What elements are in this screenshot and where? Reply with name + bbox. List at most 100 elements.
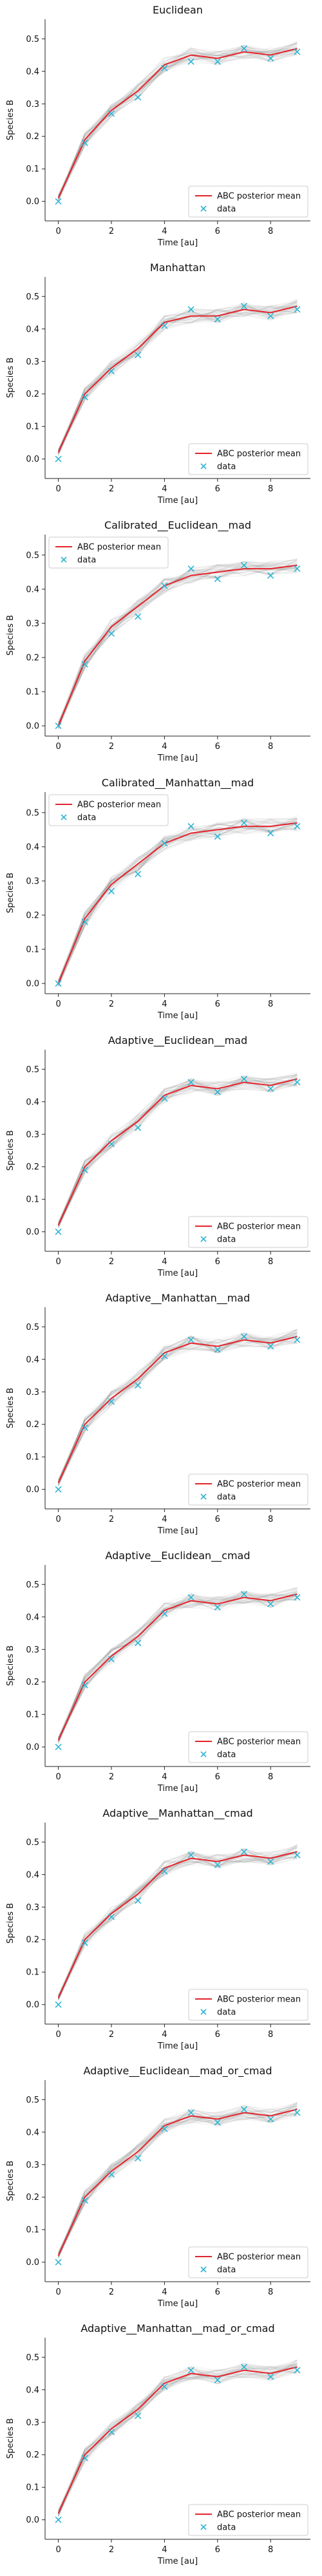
y-axis-label: Species B (6, 2418, 15, 2459)
y-tick-label: 0.4 (26, 585, 39, 594)
posterior-sample-line (57, 307, 298, 454)
chart-svg: Adaptive__Euclidean__cmad 0 2 4 6 8 0.0 0.1 0.2 0… (6, 1549, 310, 1794)
legend-label: ABC posterior mean (217, 1738, 301, 1747)
data-point (294, 1079, 301, 1086)
x-tick-label: 4 (162, 742, 167, 752)
posterior-sample-line (57, 52, 298, 196)
legend-label: data (217, 2266, 236, 2275)
x-tick-label: 2 (109, 2287, 114, 2297)
data-point (161, 322, 168, 329)
chart-title: Manhattan (150, 261, 205, 274)
data-point (135, 2155, 142, 2162)
y-axis-label: Species B (6, 615, 15, 656)
data-point (187, 58, 194, 65)
posterior-sample-line (57, 1592, 298, 1740)
posterior-sample-line (57, 2365, 298, 2512)
legend: ABC posterior mean data (188, 185, 308, 218)
posterior-sample-line (57, 1077, 298, 1223)
chart-panel: Calibrated__Manhattan__mad 0 2 4 6 8 0.0 0.1 0.2… (0, 773, 322, 1030)
data-point (240, 819, 248, 826)
posterior-sample-line (57, 2109, 298, 2259)
data-point (108, 1656, 115, 1663)
y-tick-label: 0.1 (26, 1453, 39, 1463)
posterior-sample-line (57, 558, 298, 723)
posterior-sample-line (57, 822, 298, 987)
posterior-sample-line (57, 818, 298, 986)
data-point (55, 980, 62, 987)
posterior-sample-line (57, 1587, 298, 1742)
posterior-sample-line (57, 564, 298, 727)
posterior-sample-line (57, 48, 298, 196)
data-point (240, 1333, 248, 1340)
posterior-sample-line (57, 564, 298, 724)
posterior-samples (57, 815, 298, 987)
posterior-sample-line (57, 1587, 298, 1744)
posterior-sample-line (57, 2367, 298, 2516)
posterior-sample-line (57, 43, 298, 197)
posterior-sample-line (57, 1593, 298, 1738)
y-tick-label: 0.0 (26, 1227, 39, 1237)
chart-title: Euclidean (153, 4, 203, 16)
posterior-samples (57, 2101, 298, 2259)
x-axis-label: Time [au] (157, 1784, 198, 1794)
x-axis-label: Time [au] (157, 2557, 198, 2566)
data-point (240, 2106, 248, 2113)
data-point (214, 316, 221, 323)
posterior-sample-line (57, 822, 298, 985)
posterior-sample-line (57, 1077, 298, 1226)
posterior-sample-line (57, 1333, 298, 1484)
data-point (81, 1939, 88, 1946)
data-point (214, 2376, 221, 2383)
posterior-sample-line (57, 1333, 298, 1482)
x-tick-label: 8 (268, 1515, 273, 1524)
posterior-sample-line (57, 562, 298, 728)
posterior-sample-line (57, 1072, 298, 1226)
posterior-sample-line (57, 51, 298, 198)
x-tick-label: 6 (215, 484, 220, 494)
posterior-sample-line (57, 563, 298, 730)
data-point (267, 1600, 274, 1607)
posterior-sample-line (57, 50, 298, 197)
x-tick-label: 4 (162, 1515, 167, 1524)
chart-panel: Adaptive__Euclidean__mad_or_cmad 0 2 4 6 8 0.0… (0, 2061, 322, 2318)
x-tick-label: 6 (215, 1257, 220, 1267)
posterior-sample-line (57, 2101, 298, 2253)
y-tick-label: 0.1 (26, 1968, 39, 1978)
posterior-sample-line (57, 561, 298, 728)
x-tick-label: 4 (162, 2030, 167, 2040)
posterior-sample-line (57, 2108, 298, 2254)
data-point (294, 1852, 301, 1859)
posterior-sample-line (57, 1075, 298, 1223)
data-point (135, 352, 142, 359)
y-tick-label: 0.5 (26, 808, 39, 818)
posterior-sample-line (57, 1076, 298, 1224)
y-tick-label: 0.5 (26, 1323, 39, 1332)
y-tick-label: 0.2 (26, 390, 39, 399)
posterior-sample-line (57, 302, 298, 453)
x-tick-label: 0 (55, 999, 61, 1009)
posterior-sample-line (57, 44, 298, 198)
chart-svg: Manhattan 0 2 4 6 8 0.0 0.1 0.2 0.3 0.4 0.5 Time [au… (6, 261, 310, 506)
x-tick-label: 2 (109, 1257, 114, 1267)
posterior-sample-line (57, 51, 298, 198)
posterior-sample-line (57, 2367, 298, 2515)
posterior-mean-line (57, 1078, 298, 1226)
chart-svg: Euclidean 0 2 4 6 8 0.0 0.1 0.2 0.3 0.4 0.5 Time [au… (6, 4, 310, 248)
y-axis-label: Species B (6, 873, 15, 913)
legend-marker-swatch (61, 814, 67, 820)
posterior-sample-line (57, 2104, 298, 2257)
y-axis-label: Species B (6, 100, 15, 140)
y-tick-label: 0.1 (26, 165, 39, 175)
posterior-sample-line (57, 1588, 298, 1739)
posterior-sample-line (57, 2359, 298, 2513)
posterior-sample-line (57, 1074, 298, 1228)
y-tick-label: 0.1 (26, 2483, 39, 2493)
posterior-sample-line (57, 48, 298, 198)
posterior-sample-line (57, 1593, 298, 1741)
x-axis-label: Time [au] (157, 2041, 198, 2051)
posterior-sample-line (57, 1850, 298, 2000)
y-axis-label: Species B (6, 2161, 15, 2201)
chart-svg: Adaptive__Euclidean__mad_or_cmad 0 2 4 6 8 0.0… (6, 2065, 310, 2309)
posterior-sample-line (57, 42, 298, 200)
x-tick-label: 8 (268, 999, 273, 1009)
